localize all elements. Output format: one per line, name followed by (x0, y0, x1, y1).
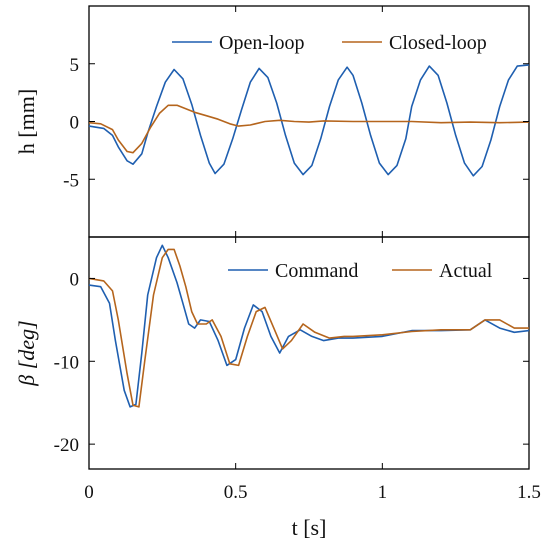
top-y-ticks: 5 0 -5 (63, 55, 529, 191)
legend-label-closed-loop: Closed-loop (389, 32, 487, 54)
y-tick-label: -20 (54, 435, 79, 456)
bottom-x-ticks: 0 0.5 1 1.5 (84, 237, 541, 503)
series-line-actual (88, 248, 529, 408)
top-y-axis-label: h [mm] (14, 89, 39, 154)
bottom-legend: Command Actual (228, 260, 493, 282)
top-legend: Open-loop Closed-loop (172, 32, 487, 54)
y-tick-label: -10 (54, 352, 79, 373)
legend-label-command: Command (275, 260, 358, 282)
x-tick-label: 0 (84, 482, 94, 503)
top-series-group (88, 64, 530, 177)
y-tick-label: 0 (70, 113, 80, 134)
top-x-ticks (88, 6, 530, 237)
legend-label-open-loop: Open-loop (219, 32, 305, 54)
legend-label-actual: Actual (439, 260, 493, 282)
x-tick-label: 0.5 (224, 482, 248, 503)
bottom-series-group (88, 244, 530, 408)
y-tick-label: 5 (70, 55, 80, 76)
y-tick-label: -5 (63, 170, 79, 191)
x-tick-label: 1 (378, 482, 388, 503)
bottom-plot-frame (88, 236, 530, 470)
y-tick-label: 0 (70, 269, 80, 290)
bottom-y-ticks: 0 -10 -20 (54, 269, 529, 456)
x-axis-label: t [s] (292, 515, 327, 540)
bottom-panel-command-vs-actual: 0 -10 -20 0 0.5 1 1.5 β [deg] t [s] Command A… (14, 236, 541, 540)
series-line-closed-loop (88, 104, 530, 154)
bottom-y-axis-label: β [deg] (14, 320, 39, 386)
x-tick-label: 1.5 (517, 482, 541, 503)
series-line-open-loop (88, 64, 530, 177)
top-panel-open-vs-closed-loop: 5 0 -5 h [mm] Open-loop Closed-loop (14, 5, 530, 238)
